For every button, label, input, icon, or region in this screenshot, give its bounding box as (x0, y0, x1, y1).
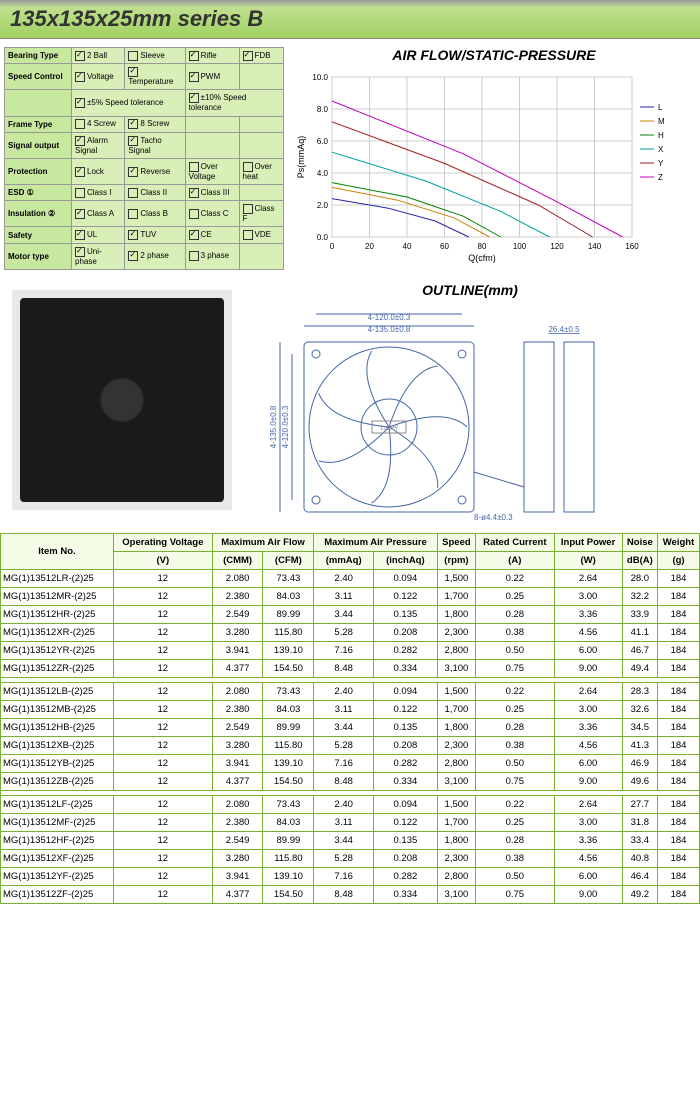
spec-table: Bearing Type2 BallSleeveRifleFDBSpeed Co… (4, 47, 284, 270)
fan-photo (12, 290, 232, 510)
page-title: 135x135x25mm series B (0, 0, 700, 39)
data-table: Item No.Operating VoltageMaximum Air Flo… (0, 533, 700, 904)
svg-text:Z: Z (658, 173, 663, 182)
svg-text:L: L (658, 103, 663, 112)
svg-text:H: H (658, 131, 664, 140)
outline-drawing: 4-135.0±0.8 4-120.0±0.3 4-135.0±0.8 4-12… (244, 302, 674, 522)
svg-text:160: 160 (625, 242, 639, 251)
svg-text:Ps(mmAq): Ps(mmAq) (296, 136, 306, 179)
svg-text:Y: Y (658, 159, 664, 168)
svg-text:40: 40 (403, 242, 412, 251)
svg-text:26.4±0.5: 26.4±0.5 (548, 325, 580, 334)
svg-text:80: 80 (478, 242, 487, 251)
svg-text:8.0: 8.0 (317, 105, 329, 114)
pressure-chart: 0 20 40 60 80 100 120 140 160 0.0 2.0 4.0 6.0 8.0 10.0… (292, 67, 672, 267)
svg-text:4-120.0±0.3: 4-120.0±0.3 (281, 405, 290, 448)
svg-text:140: 140 (588, 242, 602, 251)
svg-text:6.0: 6.0 (317, 137, 329, 146)
svg-text:2.0: 2.0 (317, 201, 329, 210)
svg-text:0: 0 (330, 242, 335, 251)
svg-text:10.0: 10.0 (312, 73, 328, 82)
svg-text:0.0: 0.0 (317, 233, 329, 242)
svg-text:120: 120 (550, 242, 564, 251)
svg-text:60: 60 (440, 242, 449, 251)
svg-text:X: X (658, 145, 664, 154)
svg-text:Label: Label (380, 425, 398, 432)
svg-text:100: 100 (513, 242, 527, 251)
svg-text:Q(cfm): Q(cfm) (468, 253, 496, 263)
svg-text:M: M (658, 117, 665, 126)
svg-text:20: 20 (365, 242, 374, 251)
svg-text:4-135.0±0.8: 4-135.0±0.8 (269, 405, 278, 448)
outline-title: OUTLINE(mm) (244, 282, 696, 298)
chart-title: AIR FLOW/STATIC-PRESSURE (292, 47, 696, 63)
svg-text:8-ø4.4±0.3: 8-ø4.4±0.3 (474, 513, 513, 522)
svg-text:4.0: 4.0 (317, 169, 329, 178)
